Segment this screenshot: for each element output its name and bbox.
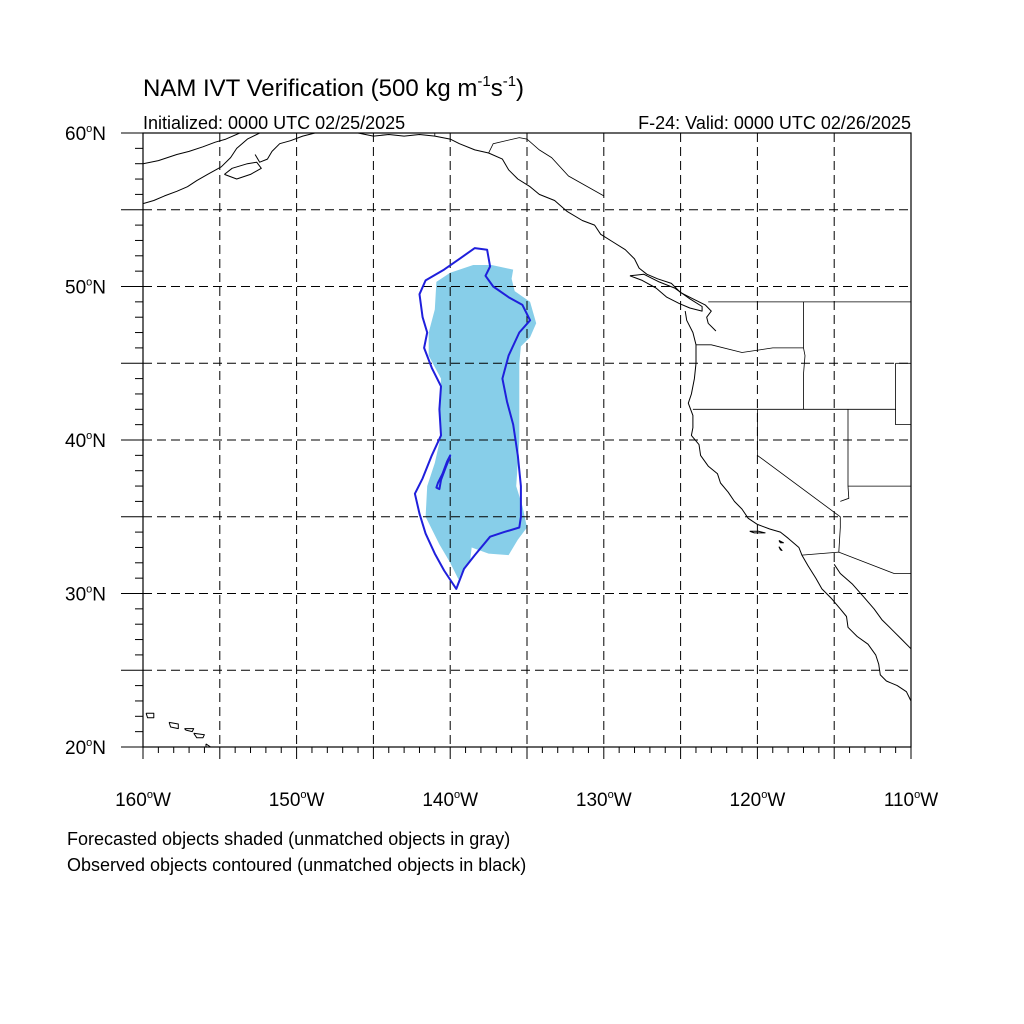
state-boundary xyxy=(803,301,806,410)
state-boundary xyxy=(696,344,804,353)
lon-tick-label: 120oW xyxy=(730,789,786,811)
forecast-footnote: Forecasted objects shaded (unmatched obj… xyxy=(67,829,511,849)
coastline xyxy=(749,530,766,534)
coastline xyxy=(778,546,783,551)
forecast-objects xyxy=(425,265,537,586)
coastline xyxy=(193,732,205,739)
map-title: NAM IVT Verification (500 kg m-1s-1) xyxy=(143,73,524,102)
state-boundary xyxy=(840,409,850,502)
lat-tick-label: 50oN xyxy=(65,277,106,299)
coastline xyxy=(168,721,179,730)
state-boundary xyxy=(488,137,604,197)
coastline xyxy=(143,133,260,205)
axis-ticks xyxy=(121,132,912,759)
coastline xyxy=(833,564,911,650)
coastline xyxy=(684,311,911,702)
gridlines xyxy=(143,133,911,747)
map-plot-area xyxy=(143,133,911,747)
coastlines xyxy=(143,133,911,747)
forecast-object-shade xyxy=(425,265,537,586)
footnotes: Forecasted objects shaded (unmatched obj… xyxy=(67,826,526,878)
lat-tick-label: 30oN xyxy=(65,584,106,606)
axis-labels: 160oW 150oW 140oW 130oW 120oW 110oW 60oN 50oN 40… xyxy=(65,123,938,811)
lon-tick-label: 130oW xyxy=(576,789,632,811)
coastline xyxy=(629,273,703,312)
observed-object-inner-contour xyxy=(435,454,452,491)
coastline xyxy=(184,728,195,733)
lon-tick-label: 160oW xyxy=(115,789,171,811)
observed-footnote: Observed objects contoured (unmatched ob… xyxy=(67,855,527,875)
state-boundary xyxy=(801,551,911,574)
lon-tick-label: 110oW xyxy=(884,789,938,811)
valid-time: F-24: Valid: 0000 UTC 02/26/2025 xyxy=(638,113,911,133)
initialized-time: Initialized: 0000 UTC 02/25/2025 xyxy=(143,113,405,133)
state-boundary xyxy=(757,409,841,553)
lat-tick-label: 60oN xyxy=(65,123,106,145)
coastline xyxy=(254,133,316,163)
coastline xyxy=(357,133,717,332)
lat-tick-label: 20oN xyxy=(65,737,106,759)
lon-tick-label: 150oW xyxy=(269,789,325,811)
coastline xyxy=(145,712,155,719)
map-frame xyxy=(142,132,912,748)
coastline xyxy=(143,133,241,165)
political-boundaries xyxy=(434,133,911,574)
lat-tick-label: 40oN xyxy=(65,430,106,452)
observed-object-contour xyxy=(413,247,532,590)
lon-tick-label: 140oW xyxy=(422,789,478,811)
coastline xyxy=(778,540,784,544)
state-boundary xyxy=(895,363,911,426)
observed-objects xyxy=(413,247,532,590)
coastline xyxy=(224,161,262,180)
